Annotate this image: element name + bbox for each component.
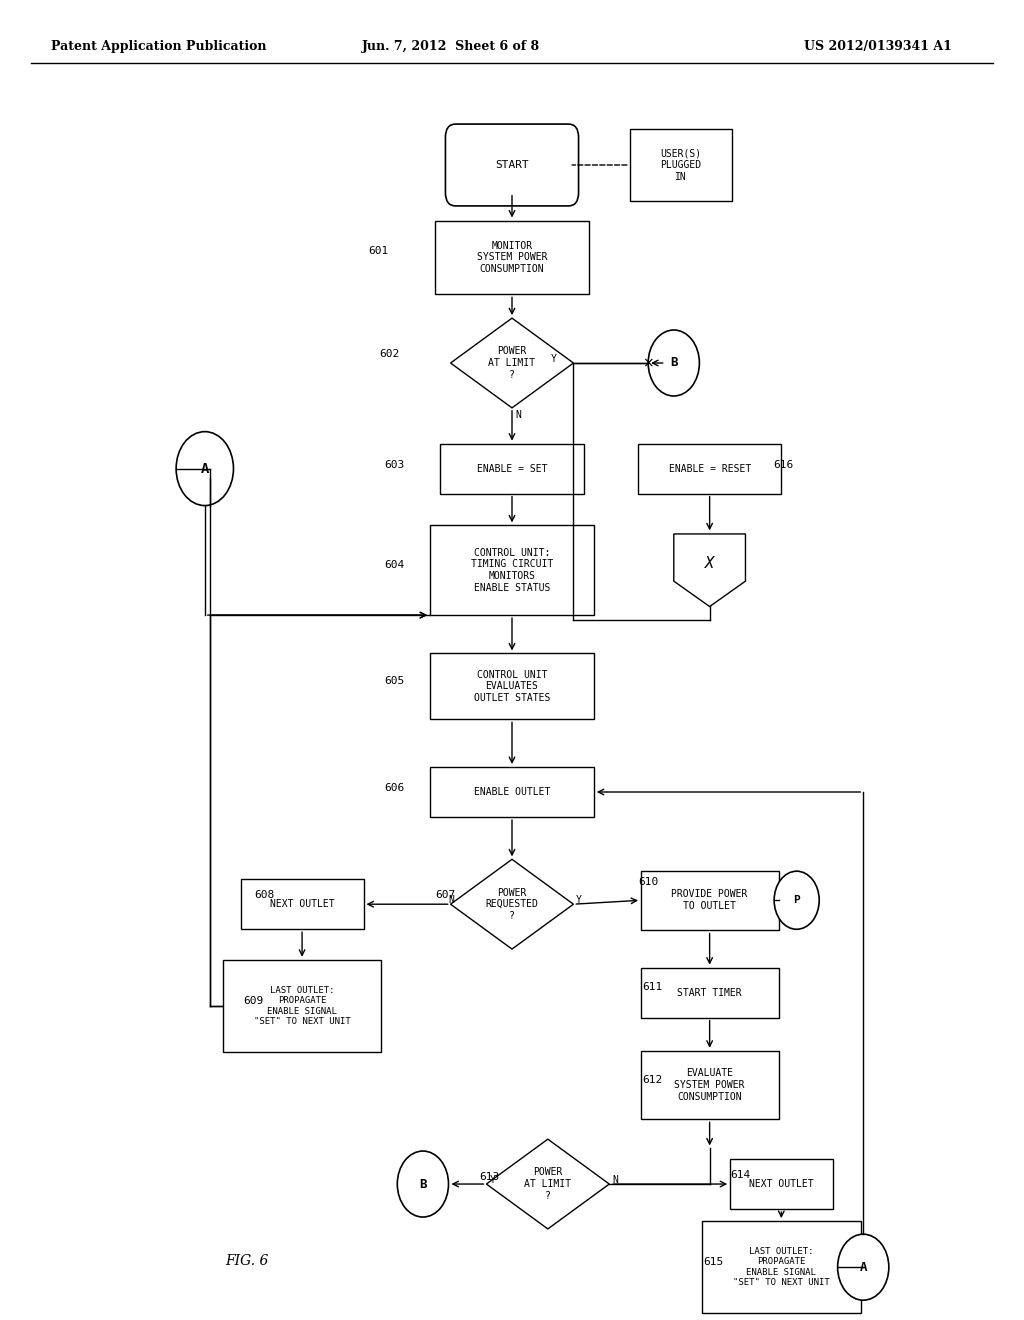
- Text: EVALUATE
SYSTEM POWER
CONSUMPTION: EVALUATE SYSTEM POWER CONSUMPTION: [675, 1068, 744, 1102]
- Text: CONTROL UNIT
EVALUATES
OUTLET STATES: CONTROL UNIT EVALUATES OUTLET STATES: [474, 669, 550, 704]
- Text: POWER
REQUESTED
?: POWER REQUESTED ?: [485, 887, 539, 921]
- Text: Patent Application Publication: Patent Application Publication: [51, 40, 266, 53]
- Text: ×: ×: [642, 356, 654, 370]
- Text: POWER
AT LIMIT
?: POWER AT LIMIT ?: [488, 346, 536, 380]
- Circle shape: [774, 871, 819, 929]
- Text: 601: 601: [369, 246, 389, 256]
- Text: LAST OUTLET:
PROPAGATE
ENABLE SIGNAL
"SET" TO NEXT UNIT: LAST OUTLET: PROPAGATE ENABLE SIGNAL "SE…: [254, 986, 350, 1026]
- Text: Y: Y: [575, 895, 582, 906]
- Text: 613: 613: [479, 1172, 500, 1183]
- Text: MONITOR
SYSTEM POWER
CONSUMPTION: MONITOR SYSTEM POWER CONSUMPTION: [477, 240, 547, 275]
- Text: N: N: [612, 1175, 618, 1185]
- Text: N: N: [449, 895, 455, 906]
- Text: US 2012/0139341 A1: US 2012/0139341 A1: [805, 40, 952, 53]
- Polygon shape: [674, 535, 745, 607]
- Text: NEXT OUTLET: NEXT OUTLET: [749, 1179, 814, 1189]
- Text: 605: 605: [384, 676, 404, 686]
- Text: ENABLE = SET: ENABLE = SET: [477, 463, 547, 474]
- Text: ENABLE = RESET: ENABLE = RESET: [669, 463, 751, 474]
- Text: POWER
AT LIMIT
?: POWER AT LIMIT ?: [524, 1167, 571, 1201]
- Text: 609: 609: [244, 995, 264, 1006]
- Bar: [430, 525, 594, 615]
- Bar: [430, 653, 594, 719]
- FancyBboxPatch shape: [445, 124, 579, 206]
- Text: Jun. 7, 2012  Sheet 6 of 8: Jun. 7, 2012 Sheet 6 of 8: [361, 40, 540, 53]
- Text: ENABLE OUTLET: ENABLE OUTLET: [474, 787, 550, 797]
- Text: 611: 611: [642, 982, 663, 993]
- Polygon shape: [451, 318, 573, 408]
- Circle shape: [838, 1234, 889, 1300]
- Text: B: B: [670, 356, 678, 370]
- Text: 614: 614: [730, 1170, 751, 1180]
- Circle shape: [397, 1151, 449, 1217]
- Text: START: START: [496, 160, 528, 170]
- Text: 606: 606: [384, 783, 404, 793]
- Bar: [702, 1221, 860, 1313]
- Bar: [730, 1159, 833, 1209]
- Circle shape: [648, 330, 699, 396]
- Text: 608: 608: [254, 890, 274, 900]
- Text: 602: 602: [379, 348, 399, 359]
- Text: NEXT OUTLET: NEXT OUTLET: [269, 899, 335, 909]
- Bar: [641, 871, 778, 929]
- Text: A: A: [859, 1261, 867, 1274]
- Polygon shape: [451, 859, 573, 949]
- Text: LAST OUTLET:
PROPAGATE
ENABLE SIGNAL
"SET" TO NEXT UNIT: LAST OUTLET: PROPAGATE ENABLE SIGNAL "SE…: [733, 1247, 829, 1287]
- Bar: [430, 767, 594, 817]
- Text: 612: 612: [642, 1074, 663, 1085]
- Text: A: A: [201, 462, 209, 475]
- Text: X: X: [706, 556, 714, 572]
- Text: 604: 604: [384, 560, 404, 570]
- Bar: [641, 968, 778, 1018]
- Text: Y: Y: [489, 1175, 496, 1185]
- Text: Y: Y: [551, 354, 557, 364]
- Text: 615: 615: [703, 1257, 724, 1267]
- Text: 616: 616: [773, 459, 794, 470]
- Text: 603: 603: [384, 459, 404, 470]
- Polygon shape: [486, 1139, 609, 1229]
- Text: PROVIDE POWER
TO OUTLET: PROVIDE POWER TO OUTLET: [672, 890, 748, 911]
- Bar: [641, 1051, 778, 1119]
- Bar: [630, 128, 732, 201]
- Text: START TIMER: START TIMER: [677, 987, 742, 998]
- Text: USER(S)
PLUGGED
IN: USER(S) PLUGGED IN: [660, 148, 701, 182]
- Bar: [638, 444, 781, 494]
- Bar: [435, 220, 589, 293]
- Bar: [222, 960, 381, 1052]
- Bar: [241, 879, 364, 929]
- Text: P: P: [794, 895, 800, 906]
- Text: CONTROL UNIT:
TIMING CIRCUIT
MONITORS
ENABLE STATUS: CONTROL UNIT: TIMING CIRCUIT MONITORS EN…: [471, 548, 553, 593]
- Circle shape: [176, 432, 233, 506]
- Text: 610: 610: [638, 876, 658, 887]
- Text: B: B: [419, 1177, 427, 1191]
- Text: FIG. 6: FIG. 6: [225, 1254, 268, 1267]
- Text: 607: 607: [435, 890, 456, 900]
- Text: N: N: [515, 411, 521, 421]
- Bar: [440, 444, 584, 494]
